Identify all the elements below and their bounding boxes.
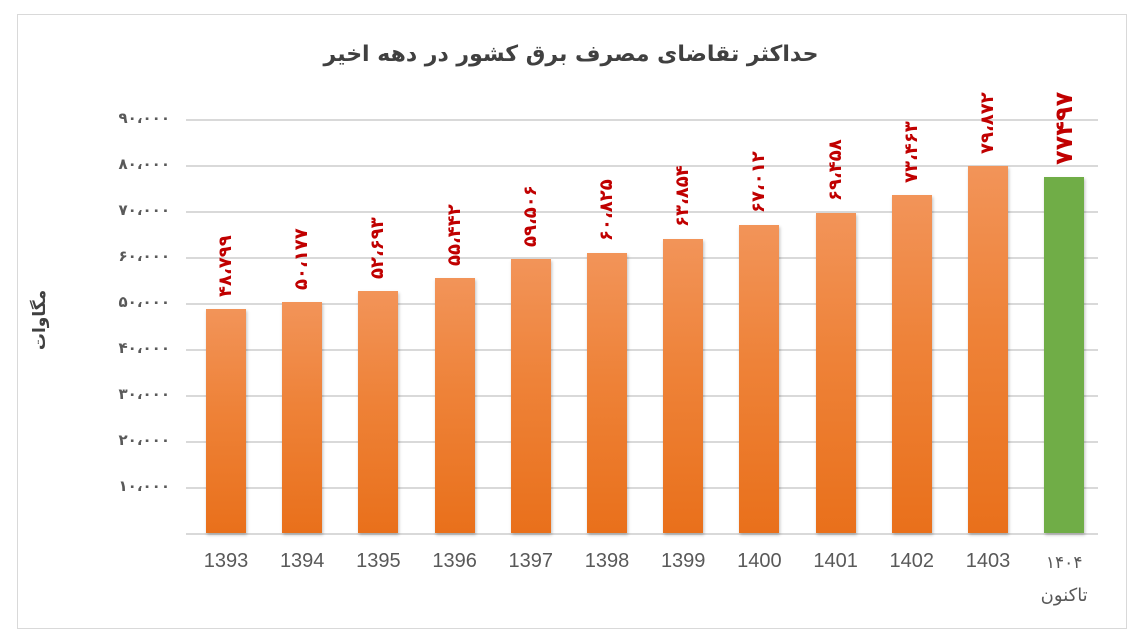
x-tick-label: ۱۴۰۴	[1045, 553, 1083, 573]
x-tick-label: 1396	[432, 550, 477, 572]
y-tick-label: ۸۰،۰۰۰	[118, 155, 170, 173]
chart-title: حداکثر تقاضای مصرف برق کشور در دهه اخیر	[323, 42, 819, 67]
data-label: ۵۰،۱۷۷	[291, 228, 313, 291]
x-tick-sublabel: تاکنون	[1040, 585, 1088, 606]
data-label: ۶۳،۸۵۴	[672, 165, 694, 228]
data-label: ۵۵،۴۴۲	[443, 204, 465, 266]
bar	[206, 308, 246, 533]
gridline	[186, 165, 1098, 167]
gridline	[186, 257, 1098, 259]
y-tick-label: ۶۰،۰۰۰	[118, 247, 170, 265]
bar	[815, 213, 856, 533]
x-axis-baseline	[186, 533, 1098, 535]
bar-current	[1044, 176, 1085, 533]
bar	[282, 302, 323, 533]
gridline	[186, 303, 1098, 305]
bar	[968, 165, 1008, 533]
y-tick-label: ۷۰،۰۰۰	[118, 201, 170, 219]
data-label: ۷۷۴۹۷	[1050, 91, 1079, 165]
y-tick-label: ۱۰،۰۰۰	[118, 477, 170, 495]
y-tick-label: ۳۰،۰۰۰	[118, 385, 170, 403]
gridline	[186, 211, 1098, 213]
bar	[739, 224, 780, 533]
data-label: ۶۰،۸۲۵	[596, 179, 617, 242]
y-tick-label: ۹۰،۰۰۰	[118, 109, 170, 127]
y-axis-label: مگاوات	[30, 289, 50, 351]
gridline	[186, 487, 1098, 489]
x-tick-label: 1401	[813, 550, 858, 572]
bar	[358, 290, 399, 533]
gridline	[186, 395, 1098, 397]
data-label: ۵۲،۶۹۳	[367, 216, 389, 279]
data-label: ۶۷،۰۱۲	[748, 150, 770, 213]
x-tick-label: 1398	[584, 550, 630, 572]
bar	[510, 259, 551, 533]
bar	[434, 277, 475, 533]
data-label: ۵۹،۵۰۶	[519, 185, 541, 248]
y-tick-label: ۲۰،۰۰۰	[118, 431, 170, 449]
data-label: ۶۹،۴۵۸	[824, 139, 846, 202]
gridline	[186, 441, 1098, 443]
data-label: ۷۳،۴۶۳	[900, 121, 922, 184]
chart-frame	[17, 14, 1127, 629]
x-tick-label: 1394	[279, 550, 325, 572]
gridline	[186, 119, 1098, 121]
data-label: ۴۸،۷۹۹	[215, 234, 236, 297]
bar	[891, 195, 932, 533]
gridline	[186, 349, 1098, 351]
bar	[663, 239, 704, 533]
x-tick-label: 1403	[965, 550, 1011, 572]
x-tick-label: 1400	[737, 550, 782, 572]
x-tick-label: 1393	[203, 550, 249, 572]
y-tick-label: ۴۰،۰۰۰	[118, 339, 170, 357]
bar	[587, 253, 627, 533]
x-tick-label: 1399	[660, 550, 706, 572]
data-label: ۷۹،۸۷۲	[977, 91, 998, 154]
x-tick-label: 1402	[889, 550, 935, 572]
x-tick-label: 1395	[356, 550, 401, 572]
y-tick-label: ۵۰،۰۰۰	[118, 293, 170, 311]
x-tick-label: 1397	[508, 550, 554, 572]
